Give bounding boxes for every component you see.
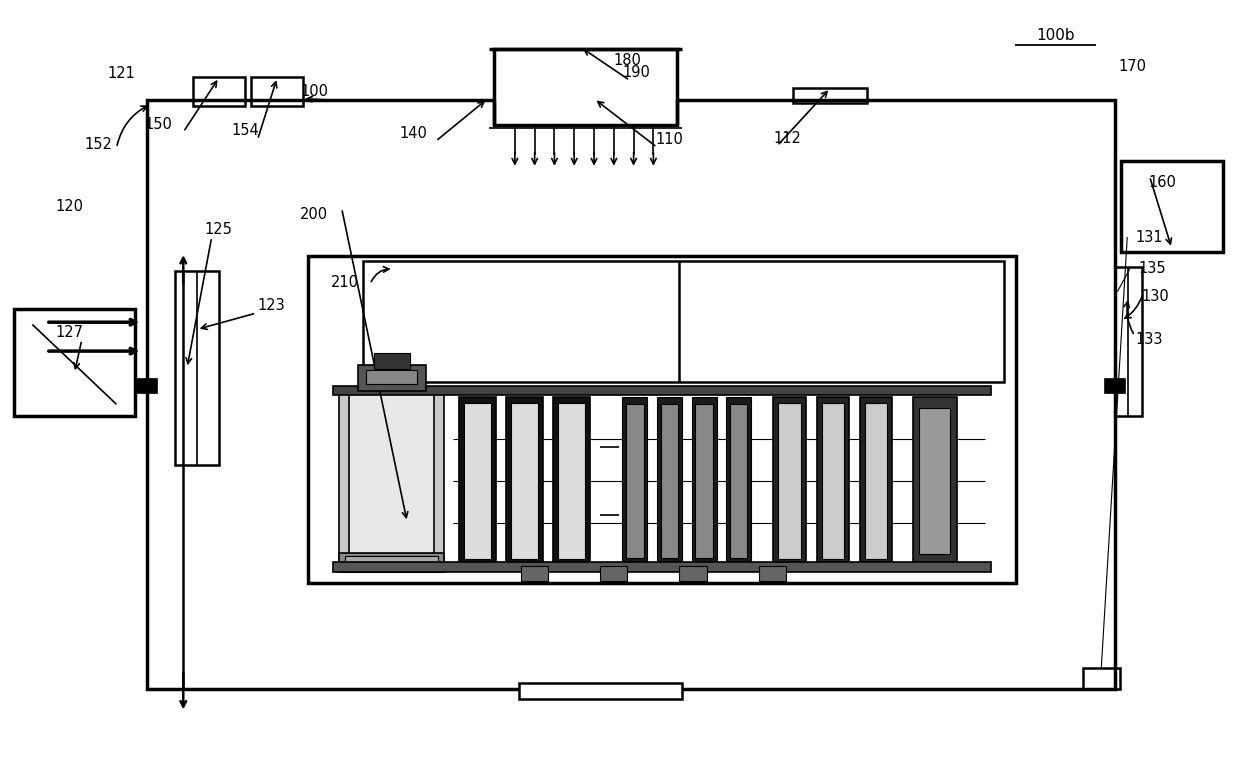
Bar <box>464 403 491 559</box>
Bar <box>511 403 538 559</box>
Bar <box>779 403 801 559</box>
Bar <box>309 256 1016 583</box>
Text: 133: 133 <box>1136 332 1163 347</box>
Bar <box>558 403 585 559</box>
Bar <box>340 552 444 571</box>
Text: 120: 120 <box>56 199 83 214</box>
Text: 160: 160 <box>1148 175 1176 190</box>
Text: 152: 152 <box>84 137 112 152</box>
Bar <box>730 404 748 558</box>
Bar <box>759 566 786 581</box>
Bar <box>138 379 157 393</box>
Text: 180: 180 <box>614 53 641 68</box>
Text: 200: 200 <box>300 207 329 222</box>
Bar <box>817 397 849 565</box>
Bar <box>518 683 682 699</box>
Text: 170: 170 <box>1118 59 1146 73</box>
Bar <box>680 566 707 581</box>
Text: 140: 140 <box>399 126 428 141</box>
Bar <box>14 309 135 416</box>
Bar <box>866 403 888 559</box>
Bar <box>626 404 644 558</box>
Bar <box>193 77 246 106</box>
Bar <box>774 397 806 565</box>
Text: 121: 121 <box>108 66 135 81</box>
Bar <box>600 566 627 581</box>
Text: 130: 130 <box>1142 289 1169 304</box>
Text: 150: 150 <box>145 117 172 132</box>
Text: 110: 110 <box>656 132 683 147</box>
Bar <box>1105 379 1125 393</box>
Bar <box>334 386 991 395</box>
Bar <box>373 353 409 369</box>
Text: 100: 100 <box>300 84 329 98</box>
Bar <box>345 556 438 565</box>
Bar <box>553 397 590 565</box>
Bar <box>1115 268 1142 416</box>
Bar <box>696 404 713 558</box>
Text: 100b: 100b <box>1037 28 1075 43</box>
Bar <box>459 397 496 565</box>
Bar <box>506 397 543 565</box>
Text: 127: 127 <box>56 324 83 340</box>
Bar <box>252 77 304 106</box>
Text: 210: 210 <box>331 275 360 290</box>
Text: 125: 125 <box>203 222 232 237</box>
Bar <box>622 397 647 565</box>
Text: 131: 131 <box>1136 230 1163 245</box>
Bar <box>657 397 682 565</box>
Text: 135: 135 <box>1138 262 1166 276</box>
Bar <box>494 49 677 124</box>
Text: 123: 123 <box>257 298 285 313</box>
Bar <box>334 562 991 571</box>
Bar <box>340 388 444 571</box>
Text: 112: 112 <box>773 130 801 146</box>
Bar <box>919 408 950 554</box>
Bar <box>148 100 1115 690</box>
Bar <box>366 370 417 384</box>
Bar <box>727 397 751 565</box>
Bar <box>362 262 1003 382</box>
Bar <box>175 272 219 465</box>
Text: 190: 190 <box>622 66 650 80</box>
Bar <box>913 397 956 565</box>
Bar <box>348 391 434 568</box>
Bar <box>692 397 717 565</box>
Bar <box>661 404 678 558</box>
Text: 154: 154 <box>231 123 259 138</box>
Bar <box>521 566 548 581</box>
Bar <box>1083 668 1120 690</box>
Bar <box>794 88 868 103</box>
Bar <box>357 365 425 391</box>
Bar <box>861 397 893 565</box>
Bar <box>822 403 844 559</box>
Bar <box>1121 161 1223 253</box>
